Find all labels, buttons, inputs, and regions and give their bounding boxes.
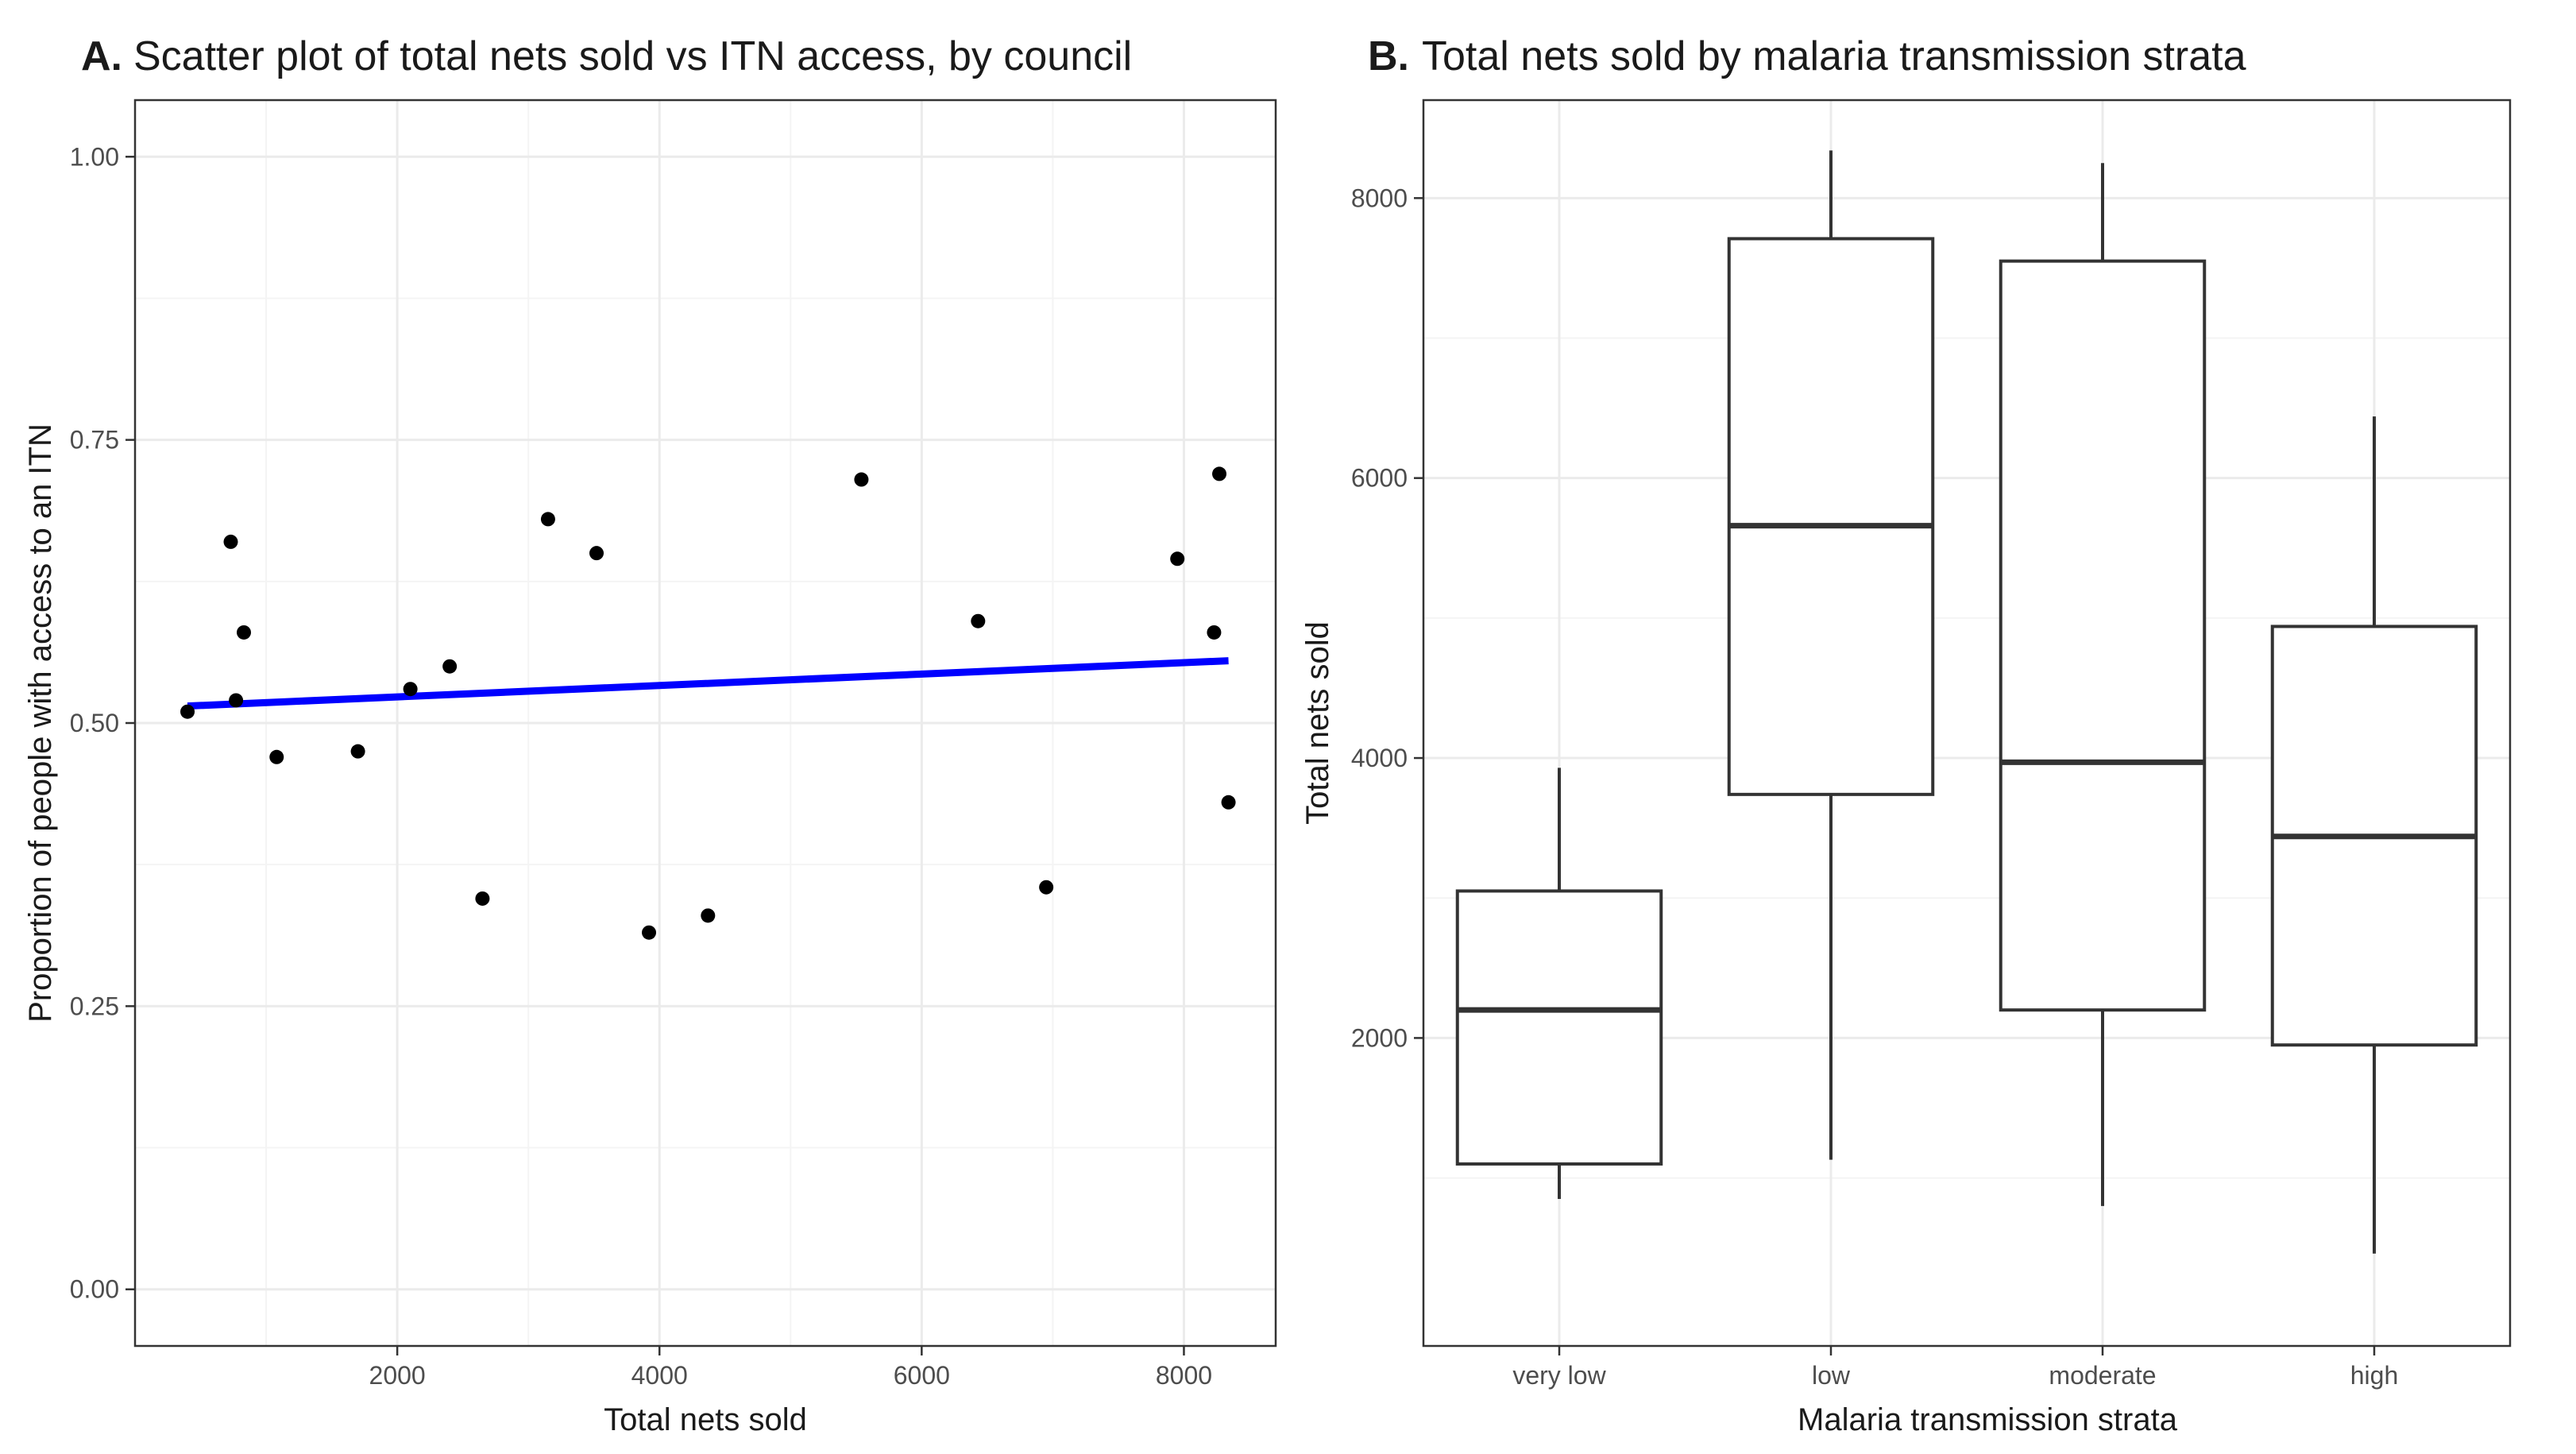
panel-b-box — [1455, 889, 1663, 1166]
panel-b-y-tick-label: 8000 — [1351, 184, 1408, 212]
panel-a-x-axis-title: Total nets sold — [604, 1402, 807, 1437]
panel-a-x-ticks: 2000 4000 6000 8000 — [369, 1346, 1212, 1390]
panel-a-gridlines — [135, 100, 1276, 1346]
panel-a-trend-line — [187, 657, 1229, 710]
panel-b-x-tick-label: very low — [1512, 1361, 1606, 1390]
panel-a-data-point — [350, 744, 365, 759]
panel-a-x-tick-label: 8000 — [1156, 1361, 1212, 1390]
panel-a-letter: A. — [81, 33, 122, 79]
panel-a-y-tick-label: 0.75 — [70, 426, 119, 454]
panel-a-data-point — [1212, 466, 1227, 481]
panel-a-data-point — [971, 613, 986, 628]
panel-b-plot-frame — [1422, 99, 2512, 1348]
panel-a-y-ticks: 0.00 0.25 0.50 0.75 1.00 — [70, 142, 135, 1304]
panel-b-x-tick-label: low — [1812, 1361, 1851, 1390]
panel-a-data-point — [269, 749, 284, 764]
panel-b-y-axis-title: Total nets sold — [1300, 621, 1335, 825]
panel-a-data-point — [180, 704, 195, 719]
panel-b-y-tick-label: 2000 — [1351, 1023, 1408, 1052]
panel-a: A. Scatter plot of total nets sold vs IT… — [23, 33, 1277, 1437]
panel-b-boxes — [1455, 150, 2478, 1254]
panel-a-data-point — [1039, 880, 1054, 895]
panel-a-y-tick-label: 1.00 — [70, 142, 119, 171]
panel-b-y-ticks: 2000 4000 6000 8000 — [1351, 184, 1423, 1052]
panel-a-data-point — [403, 682, 418, 697]
panel-a-data-point — [236, 625, 251, 640]
panel-b-y-tick-label: 4000 — [1351, 744, 1408, 772]
panel-a-data-point — [1207, 625, 1222, 640]
panel-b-y-tick-label: 6000 — [1351, 464, 1408, 493]
panel-a-data-point — [540, 512, 555, 527]
panel-a-data-point — [589, 546, 604, 561]
panel-b-x-tick-label: high — [2350, 1361, 2399, 1390]
panel-a-y-tick-label: 0.00 — [70, 1275, 119, 1304]
panel-a-data-point — [642, 925, 657, 940]
panel-b-box — [1999, 259, 2207, 1012]
panel-a-data-point — [1221, 795, 1236, 810]
panel-b-x-tick-label: moderate — [2049, 1361, 2156, 1390]
panel-b-box — [1727, 237, 1935, 796]
panel-b-letter: B. — [1368, 33, 1409, 79]
panel-a-x-tick-label: 4000 — [631, 1361, 688, 1390]
panel-a-data-point — [229, 693, 244, 708]
panel-a-data-point — [223, 534, 238, 549]
panel-a-title: Scatter plot of total nets sold vs ITN a… — [133, 33, 1132, 79]
panel-b-title: Total nets sold by malaria transmission … — [1422, 33, 2246, 79]
panel-a-trend-line-group — [187, 657, 1229, 710]
panel-a-y-tick-label: 0.25 — [70, 992, 119, 1020]
panel-b: B. Total nets sold by malaria transmissi… — [1300, 33, 2512, 1437]
panel-a-data-point — [475, 891, 490, 906]
panel-a-y-tick-label: 0.50 — [70, 709, 119, 737]
panel-a-data-point — [701, 908, 716, 923]
panel-a-data-point — [442, 659, 458, 674]
panel-a-y-axis-title: Proportion of people with access to an I… — [23, 423, 58, 1023]
panel-a-data-point — [854, 472, 869, 487]
panel-b-x-ticks: very low low moderate high — [1512, 1346, 2398, 1390]
panel-a-data-point — [1170, 551, 1185, 567]
panel-b-x-axis-title: Malaria transmission strata — [1798, 1402, 2178, 1437]
panel-a-x-tick-label: 6000 — [894, 1361, 950, 1390]
panel-a-x-tick-label: 2000 — [369, 1361, 426, 1390]
panel-a-points — [180, 466, 1236, 940]
